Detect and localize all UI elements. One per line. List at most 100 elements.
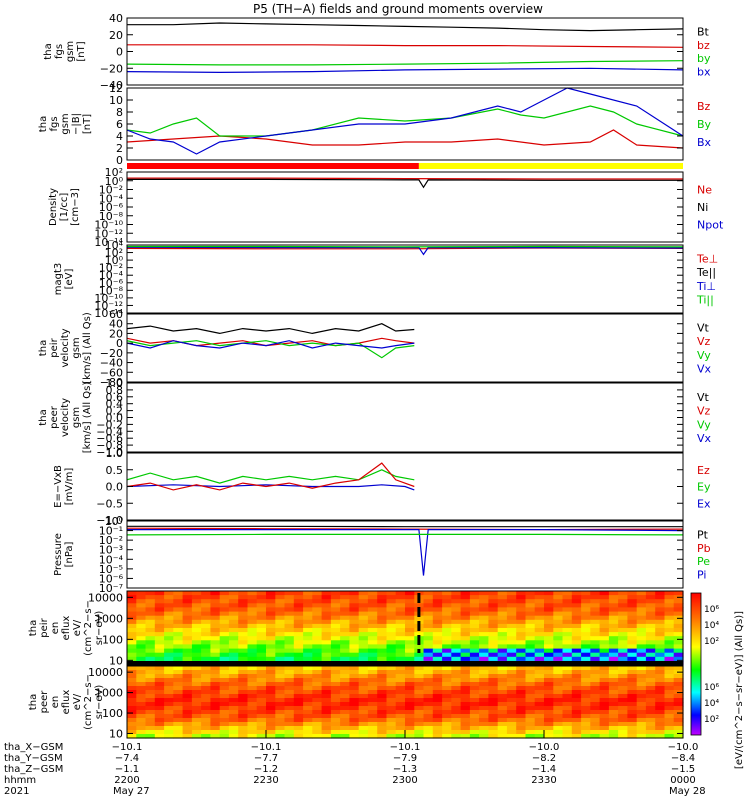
heat-cell (284, 615, 295, 621)
heat-cell (154, 670, 165, 675)
y-tick-label: 10⁻² (99, 262, 123, 275)
y-tick-label: 4 (116, 130, 123, 143)
heat-cell (562, 640, 573, 645)
heat-cell (571, 666, 582, 671)
heat-cell (219, 636, 230, 641)
heat-cell (303, 674, 313, 679)
heat-cell (201, 718, 211, 723)
heat-cell (608, 706, 619, 711)
heat-cell (590, 652, 601, 658)
heat-cell (191, 702, 202, 707)
heat-cell (145, 702, 156, 707)
legend-entry: bz (697, 39, 710, 52)
heat-cell (312, 698, 323, 703)
heat-cell (497, 726, 508, 731)
heat-cell (340, 632, 350, 637)
heat-cell (321, 718, 332, 723)
heat-cell (469, 640, 480, 645)
heat-cell (451, 591, 462, 596)
heat-cell (581, 666, 591, 671)
heat-cell (590, 632, 601, 637)
heat-cell (469, 623, 480, 629)
heat-cell (479, 628, 489, 633)
heat-cell (386, 636, 397, 641)
heat-cell (266, 644, 276, 650)
heat-cell (303, 718, 313, 723)
heat-cell (553, 652, 564, 658)
heat-cell (581, 670, 591, 675)
heat-cell (590, 656, 601, 662)
heat-cell (349, 615, 360, 621)
heat-cell (432, 595, 443, 600)
heat-cell (451, 734, 462, 739)
heat-cell (432, 718, 443, 723)
heat-cell (219, 644, 230, 650)
heat-cell (590, 686, 601, 691)
mode-bar-red (127, 163, 419, 169)
heat-cell (266, 694, 276, 699)
heat-cell (451, 656, 462, 662)
heat-cell (432, 702, 443, 707)
heat-cell (367, 734, 378, 739)
heat-cell (228, 656, 239, 662)
heat-cell (664, 682, 675, 687)
heat-cell (581, 726, 591, 731)
heat-cell (266, 674, 276, 679)
heat-cell (284, 678, 295, 683)
heat-cell (516, 718, 527, 723)
heat-cell (469, 595, 480, 600)
heat-cell (664, 702, 675, 707)
heat-cell (562, 706, 573, 711)
heat-cell (349, 623, 360, 629)
heat-cell (673, 611, 684, 617)
heat-cell (506, 644, 517, 650)
heat-cell (377, 706, 388, 711)
heat-cell (423, 674, 434, 679)
heat-cell (506, 682, 517, 687)
heat-cell (525, 686, 536, 691)
heat-cell (590, 714, 601, 719)
heat-cell (201, 644, 211, 650)
heat-cell (395, 628, 406, 633)
heat-cell (488, 686, 499, 691)
heat-cell (460, 632, 471, 637)
heat-cell (136, 652, 147, 658)
heat-cell (191, 698, 202, 703)
heat-cell (645, 666, 656, 671)
heat-cell (534, 591, 545, 596)
heat-cell (636, 632, 647, 637)
heat-cell (377, 718, 388, 723)
heat-cell (405, 611, 415, 617)
heat-cell (645, 652, 656, 658)
heat-cell (127, 734, 137, 739)
heat-cell (488, 730, 499, 735)
heat-cell (432, 706, 443, 711)
y-tick-label: 20 (109, 29, 123, 42)
heat-cell (590, 648, 601, 654)
heat-cell (284, 611, 295, 617)
heat-cell (312, 690, 323, 695)
heat-cell (488, 706, 499, 711)
heat-cell (256, 611, 267, 617)
heat-cell (219, 710, 230, 715)
heat-cell (219, 632, 230, 637)
y-axis-label-line: Density (48, 188, 59, 226)
heat-cell (488, 623, 499, 629)
heat-cell (330, 623, 341, 629)
heat-cell (627, 670, 638, 675)
heat-cell (405, 599, 415, 604)
legend-entry: Npot (697, 219, 724, 232)
heat-cell (247, 698, 258, 703)
heat-cell (145, 678, 156, 683)
heat-cell (145, 714, 156, 719)
heat-cell (627, 714, 638, 719)
heat-cell (127, 656, 137, 662)
heat-cell (645, 632, 656, 637)
heat-cell (136, 682, 147, 687)
heat-cell (330, 640, 341, 645)
heat-cell (488, 718, 499, 723)
heat-cell (469, 611, 480, 617)
heat-cell (145, 591, 156, 596)
heat-cell (256, 702, 267, 707)
heat-cell (284, 666, 295, 671)
